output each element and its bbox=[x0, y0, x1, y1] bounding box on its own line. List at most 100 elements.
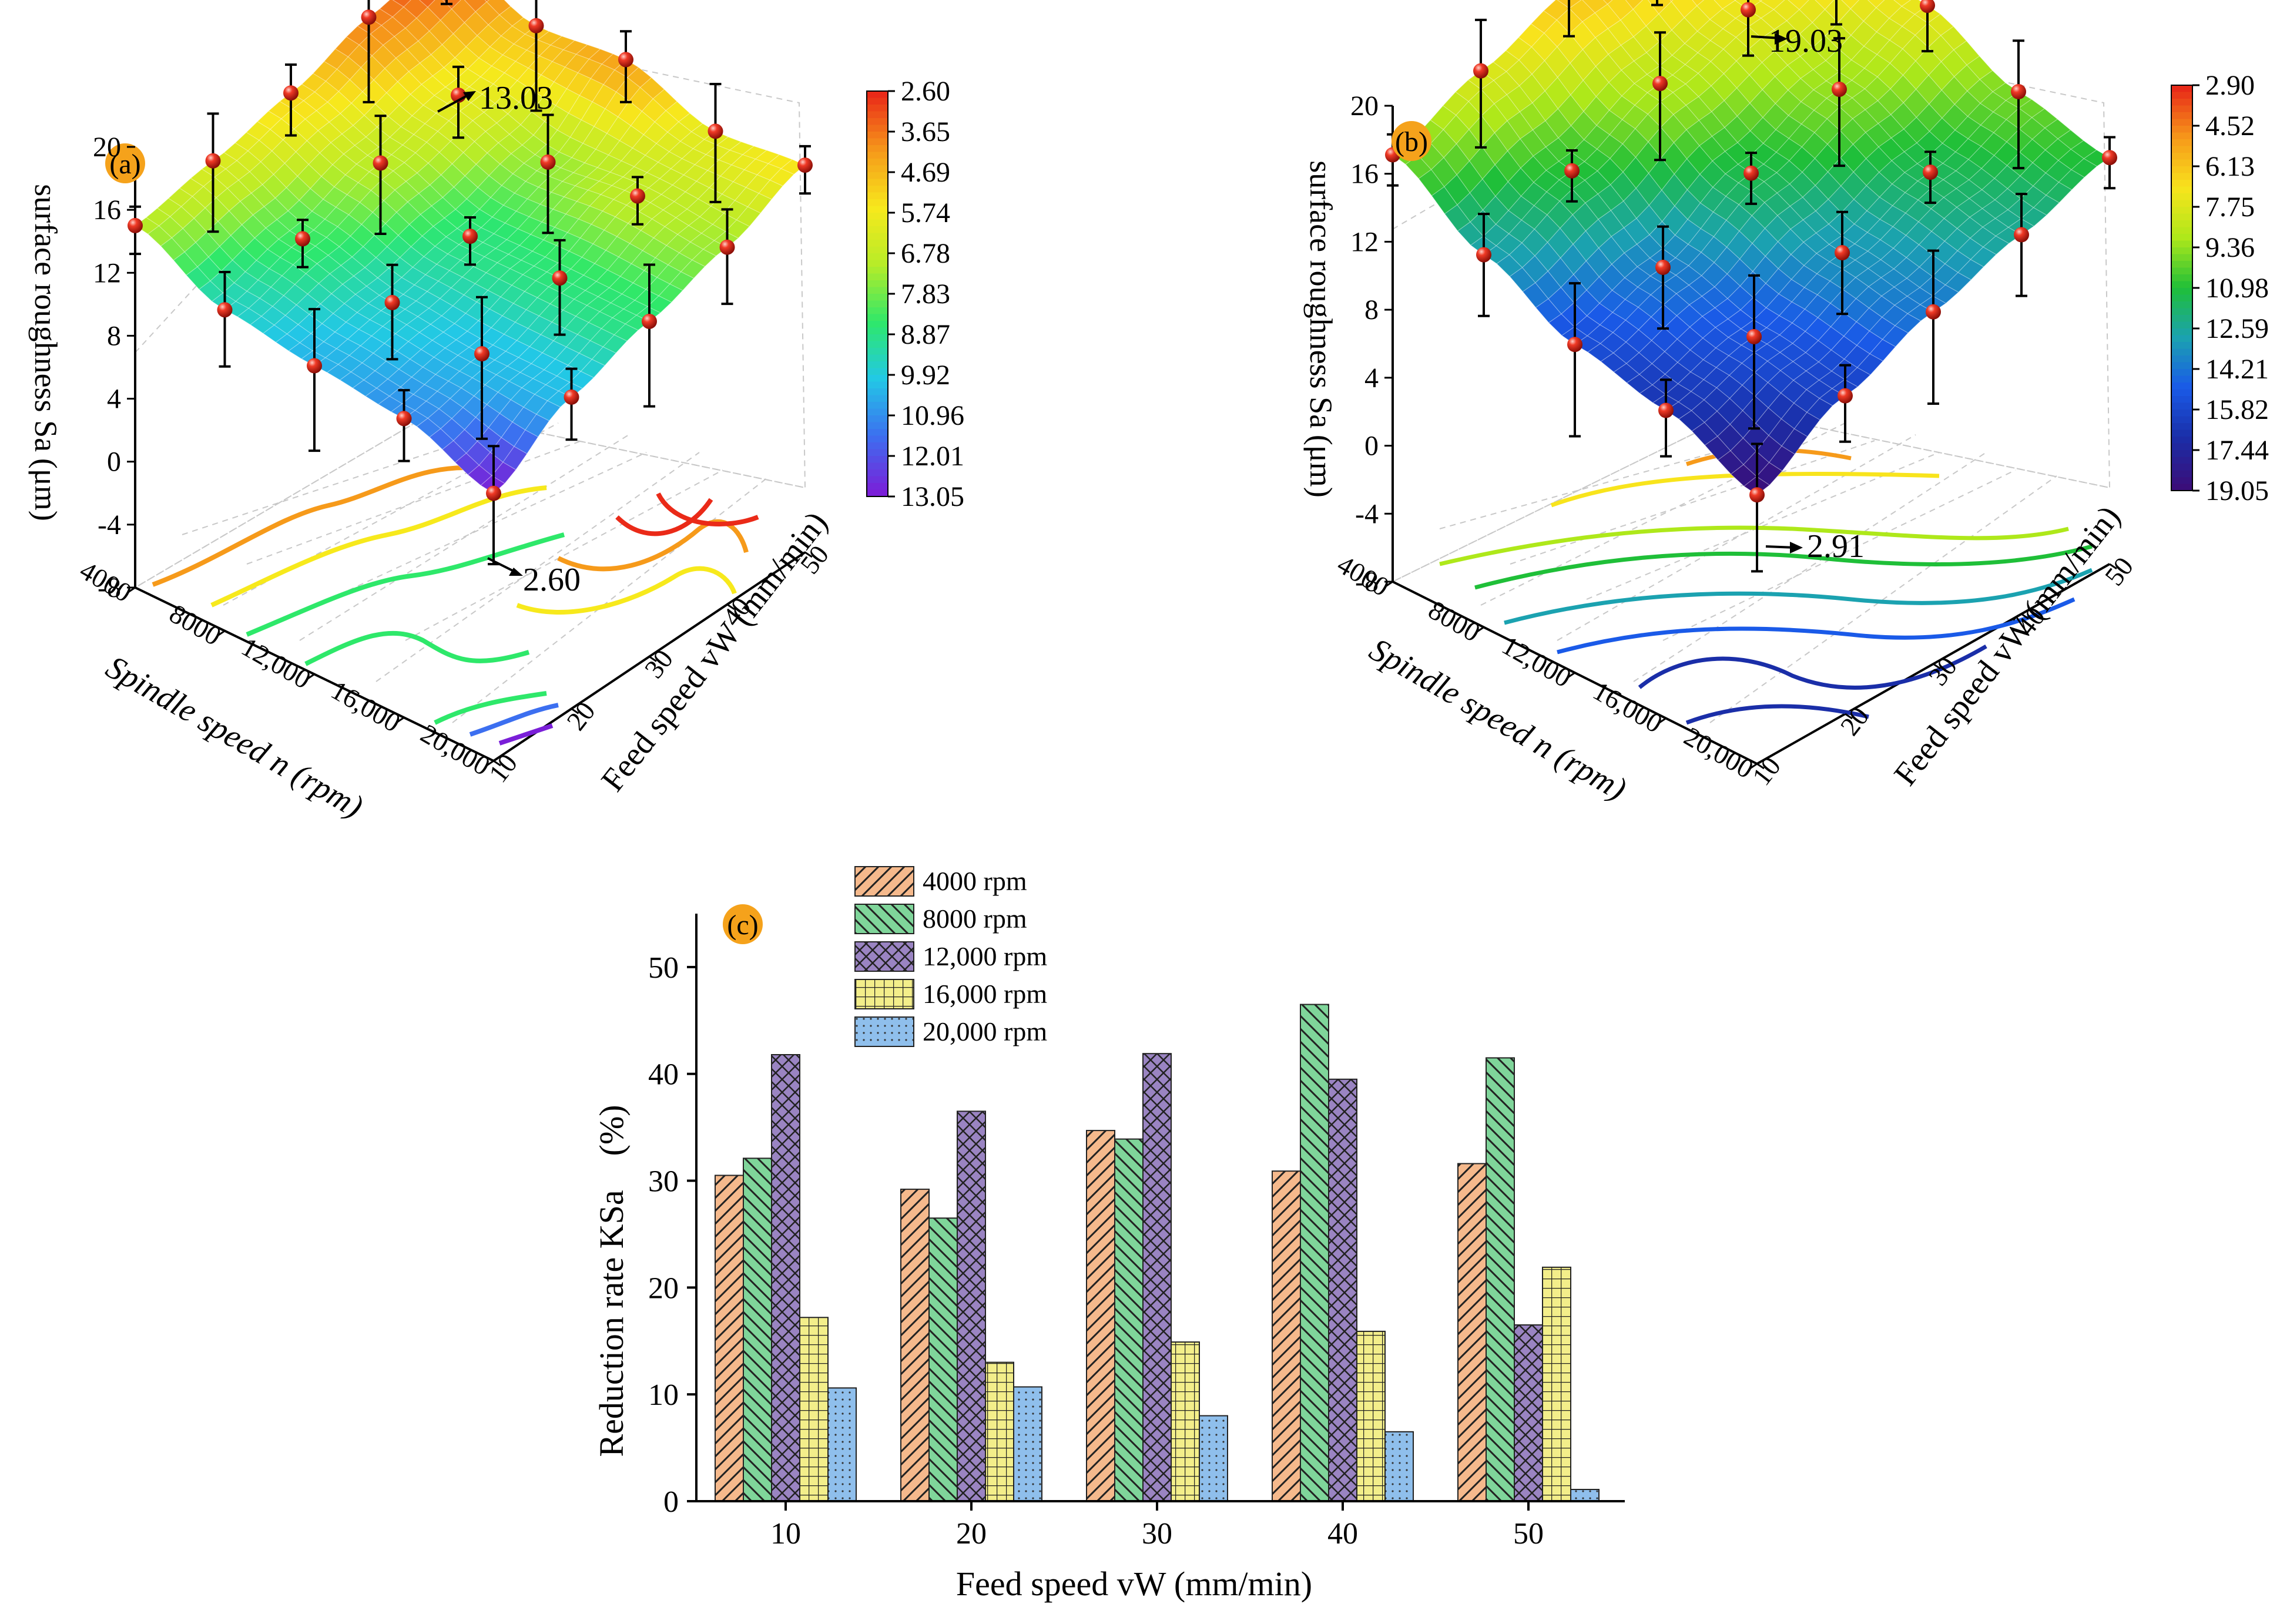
colorbar-segment bbox=[2171, 328, 2192, 336]
colorbar-segment bbox=[2171, 348, 2192, 356]
panel-b-max-label: 19.03 bbox=[1769, 23, 1843, 59]
colorbar-segment bbox=[2171, 220, 2192, 228]
data-point bbox=[1655, 225, 1671, 330]
colorbar-segment bbox=[867, 179, 888, 186]
surface-patch bbox=[1815, 0, 1835, 10]
colorbar-segment bbox=[867, 280, 888, 288]
surface-patch bbox=[1841, 0, 1860, 9]
data-point bbox=[2014, 193, 2029, 297]
panel-c-x-title: Feed speed vW (mm/min) bbox=[956, 1565, 1312, 1603]
svg-text:(c): (c) bbox=[727, 910, 758, 941]
panel-c-bars bbox=[715, 1004, 1600, 1502]
panel-c-y-tick-label: 40 bbox=[648, 1058, 679, 1092]
point-marker bbox=[1832, 81, 1847, 97]
point-marker bbox=[1743, 165, 1759, 181]
surface-patch bbox=[1788, 0, 1809, 10]
data-point bbox=[1746, 274, 1762, 430]
bar-16000rpm-30 bbox=[1171, 1341, 1200, 1502]
point-marker bbox=[1652, 76, 1668, 92]
colorbar-segment bbox=[867, 105, 888, 112]
z-tick-label: 20 bbox=[1350, 90, 1379, 122]
colorbar-segment bbox=[867, 375, 888, 382]
data-point bbox=[1567, 282, 1582, 438]
bar-4000rpm-40 bbox=[1272, 1170, 1301, 1502]
point-marker bbox=[1476, 247, 1491, 263]
z-tick-label: -8 bbox=[98, 572, 121, 603]
colorbar-segment bbox=[2171, 166, 2192, 174]
colorbar-tick-label: 6.78 bbox=[901, 238, 950, 269]
x-tick-mark bbox=[1476, 626, 1484, 633]
bar-8000rpm-30 bbox=[1114, 1138, 1144, 1502]
data-point bbox=[642, 263, 657, 408]
point-marker bbox=[642, 313, 657, 329]
colorbar-segment bbox=[2171, 457, 2192, 464]
colorbar-segment bbox=[867, 300, 888, 308]
colorbar-segment bbox=[2171, 193, 2192, 201]
bar-4000rpm-20 bbox=[900, 1189, 930, 1502]
colorbar-segment bbox=[2171, 186, 2192, 194]
colorbar-segment bbox=[2171, 484, 2192, 491]
colorbar-tick-label: 2.90 bbox=[2205, 70, 2255, 101]
data-point bbox=[128, 205, 143, 256]
panel-b-contours bbox=[1439, 448, 2093, 725]
data-point bbox=[462, 216, 478, 266]
colorbar-segment bbox=[2171, 389, 2192, 397]
point-marker bbox=[540, 154, 556, 170]
colorbar-segment bbox=[867, 152, 888, 159]
panel-a-z-ticks: -8 -4 0 4 8 12 16 20 bbox=[93, 132, 135, 603]
data-point bbox=[1658, 378, 1674, 458]
legend-swatch bbox=[854, 1016, 914, 1047]
colorbar-segment bbox=[867, 172, 888, 180]
colorbar-segment bbox=[867, 449, 888, 457]
colorbar-segment bbox=[867, 240, 888, 247]
colorbar-segment bbox=[2171, 294, 2192, 302]
panel-b-z-title: surface roughness Sa (μm) bbox=[1303, 160, 1339, 498]
data-point bbox=[283, 63, 299, 137]
point-marker bbox=[2011, 84, 2026, 99]
colorbar-segment bbox=[2171, 153, 2192, 160]
colorbar-segment bbox=[867, 260, 888, 267]
panel-c-x-tick-label: 20 bbox=[956, 1517, 987, 1551]
data-point bbox=[1564, 149, 1580, 203]
y-tick-mark bbox=[726, 603, 735, 610]
point-marker bbox=[2102, 150, 2117, 166]
y-tick-mark bbox=[493, 760, 501, 767]
colorbar-segment bbox=[867, 233, 888, 240]
data-point bbox=[1749, 442, 1765, 573]
colorbar-segment bbox=[2171, 355, 2192, 363]
bar-16000rpm-10 bbox=[799, 1317, 829, 1502]
z-tick-label: 0 bbox=[107, 447, 121, 478]
colorbar-segment bbox=[2171, 375, 2192, 383]
panel-c-x-tick-label: 30 bbox=[1142, 1517, 1172, 1551]
bar-12000rpm-30 bbox=[1142, 1053, 1172, 1502]
bar-16000rpm-50 bbox=[1542, 1266, 1571, 1502]
panel-b: 19.03 2.91 (b) -8 -4 0 4 8 12 16 20 surface rou… bbox=[1303, 0, 2269, 808]
colorbar-segment bbox=[867, 483, 888, 491]
colorbar-segment bbox=[867, 91, 888, 99]
colorbar-segment bbox=[867, 415, 888, 423]
colorbar-segment bbox=[867, 395, 888, 402]
colorbar-segment bbox=[867, 294, 888, 301]
colorbar-segment bbox=[867, 435, 888, 443]
x-tick-mark bbox=[128, 586, 136, 593]
colorbar-segment bbox=[867, 429, 888, 437]
data-point bbox=[1652, 31, 1668, 162]
bar-12000rpm-20 bbox=[957, 1110, 986, 1502]
colorbar-tick-label: 9.36 bbox=[2205, 232, 2255, 263]
legend-label: 12,000 rpm bbox=[923, 941, 1047, 971]
panel-a-min-annotation: 2.60 bbox=[487, 557, 581, 598]
y-tick-mark bbox=[649, 656, 657, 662]
z-tick-label: -4 bbox=[1355, 498, 1379, 529]
point-marker bbox=[797, 157, 813, 173]
colorbar-segment bbox=[2171, 173, 2192, 180]
point-marker bbox=[474, 346, 489, 362]
surface-patch bbox=[1867, 0, 1885, 8]
colorbar-segment bbox=[2171, 92, 2192, 99]
surface-patch bbox=[1760, 0, 1785, 10]
colorbar-segment bbox=[2171, 288, 2192, 296]
bar-20000rpm-50 bbox=[1570, 1489, 1600, 1502]
data-point bbox=[486, 445, 501, 566]
colorbar-segment bbox=[867, 226, 888, 234]
colorbar-segment bbox=[2171, 254, 2192, 261]
colorbar-segment bbox=[2171, 227, 2192, 234]
